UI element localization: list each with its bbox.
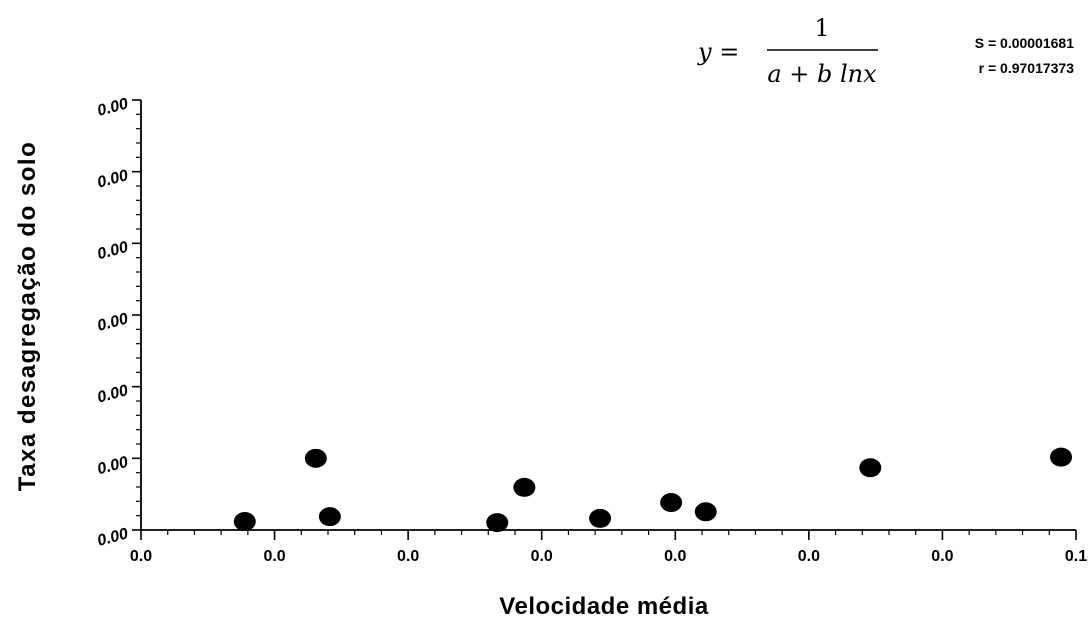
equation-annotation: y = 1 a + b lnx [697, 14, 878, 88]
x-tick-label: 0.0 [664, 548, 686, 565]
y-tick-label: 0.00 [96, 167, 131, 192]
y-tick-label: 0.00 [96, 454, 131, 479]
x-tick-label: 0.0 [931, 548, 953, 565]
stat-s: S = 0.00001681 [975, 35, 1074, 51]
x-tick-label: 0.0 [531, 548, 553, 565]
x-tick-label: 0.0 [130, 548, 152, 565]
equation-numerator: 1 [814, 14, 829, 42]
x-tick-label: 0.0 [798, 548, 820, 565]
data-point [318, 507, 341, 527]
x-tick-label: 0.1 [1065, 548, 1087, 565]
y-tick-label: 0.00 [96, 239, 131, 264]
data-point [513, 477, 536, 497]
stat-r: r = 0.97017373 [979, 60, 1075, 76]
x-axis-title: Velocidade média [499, 593, 709, 620]
data-point [859, 458, 882, 478]
data-point [1050, 447, 1073, 467]
equation-lhs: y = [697, 38, 739, 66]
y-axis-ticks: 0.00 0.00 0.00 0.00 0.00 0.00 0.00 [96, 95, 141, 550]
data-point [589, 508, 612, 528]
data-point [304, 448, 327, 468]
data-points-layer [233, 447, 1073, 533]
data-point [233, 512, 256, 532]
y-tick-label: 0.00 [96, 310, 131, 335]
data-point [660, 493, 683, 513]
y-tick-label: 0.00 [96, 525, 131, 550]
x-axis-ticks: 0.0 0.0 0.0 0.0 0.0 0.0 0.0 0.1 [130, 530, 1087, 565]
y-tick-label: 0.00 [96, 95, 131, 120]
y-tick-label: 0.00 [96, 382, 131, 407]
data-point [694, 502, 717, 522]
data-point [486, 513, 509, 533]
plot-frame [140, 100, 1076, 531]
y-axis-title: Taxa desagregação do solo [14, 141, 41, 492]
equation-denominator: a + b lnx [767, 60, 877, 88]
x-tick-label: 0.0 [263, 548, 285, 565]
x-tick-label: 0.0 [397, 548, 419, 565]
